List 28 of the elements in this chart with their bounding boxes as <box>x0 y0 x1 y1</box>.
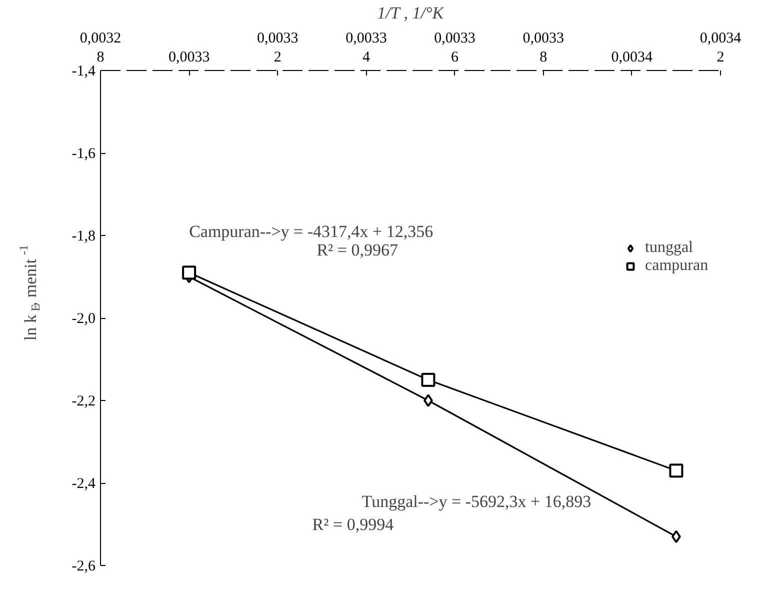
x-tick-label: 0,0033 8 <box>522 30 564 66</box>
point <box>182 266 196 280</box>
x-tick-label: 0,0033 <box>168 50 210 66</box>
x-tick-label: 0,0034 <box>611 50 654 66</box>
y-tick-label: -1,8 <box>72 228 96 244</box>
y-tick-label: -1,6 <box>72 146 96 162</box>
point <box>424 394 433 407</box>
point <box>421 372 436 387</box>
annotation: Tunggal-->y = -5692,3x + 16,893 <box>362 492 592 512</box>
point <box>672 530 681 544</box>
point <box>669 464 684 478</box>
annotation: R² = 0,9967 <box>316 240 398 260</box>
legend-label: tunggal <box>645 239 694 257</box>
x-axis-title: 1/T , 1/°K <box>377 3 446 22</box>
x-tick-label: 0,0033 2 <box>257 30 298 66</box>
legend-label: campuran <box>645 257 710 275</box>
y-tick-label: -2,4 <box>72 476 96 492</box>
annotation: R² = 0,9994 <box>312 514 394 534</box>
y-tick-label: -1,4 <box>72 64 96 80</box>
x-tick-label: 0,0034 2 <box>700 30 742 66</box>
x-tick-label: 0,0033 6 <box>434 30 476 66</box>
x-tick-label: 0,0033 4 <box>346 30 387 66</box>
y-tick-label: -2,6 <box>72 558 96 574</box>
y-tick-label: -2,0 <box>72 311 96 327</box>
annotation: Campuran-->y = -4317,4x + 12,356 <box>189 222 434 241</box>
x-tick-label: 0,0032 8 <box>80 30 122 66</box>
y-tick-label: -2,2 <box>72 394 96 410</box>
y-axis-title: ln kE, menit-1 <box>16 244 42 340</box>
